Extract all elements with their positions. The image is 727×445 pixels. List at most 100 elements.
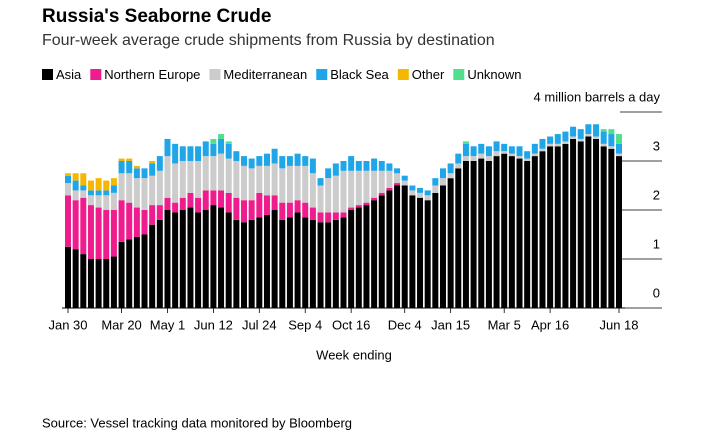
x-tick-label: Jun 12 (194, 317, 233, 332)
bar-segment (493, 141, 500, 152)
bar-segment (616, 156, 622, 308)
bar-segment (164, 156, 171, 198)
bar-segment (256, 217, 263, 308)
bar-segment (218, 190, 225, 208)
x-tick-label: Apr 16 (531, 317, 569, 332)
bar-segment (156, 170, 163, 206)
bar-segment (241, 165, 248, 201)
bar-segment (103, 190, 110, 196)
legend-swatch (209, 69, 221, 80)
bar-segment (279, 202, 286, 220)
bar-segment (585, 136, 592, 308)
bar-segment (202, 156, 209, 191)
y-tick-label: 1 (653, 236, 660, 251)
bar-segment (248, 200, 255, 220)
bar-segment (585, 134, 592, 137)
bar-segment (126, 239, 133, 308)
bar-segment (325, 222, 332, 308)
bar-segment (570, 126, 577, 137)
bar-segment (172, 143, 179, 164)
legend-swatch (397, 69, 409, 80)
bar-segment (110, 178, 117, 186)
bar-segment (531, 143, 538, 154)
bar-segment (87, 195, 94, 206)
bar-segment (355, 207, 362, 308)
bar-segment (593, 124, 600, 137)
bar-segment (409, 185, 416, 191)
bar-segment (256, 156, 263, 166)
bar-segment (462, 143, 469, 157)
bar-segment (309, 173, 316, 208)
bar-segment (554, 134, 561, 144)
bar-segment (286, 165, 293, 203)
bar-segment (348, 210, 355, 308)
bar-segment (179, 197, 186, 210)
bar-segment (294, 153, 301, 166)
bar-segment (501, 153, 508, 308)
bar-segment (470, 156, 477, 161)
bar-segment (218, 138, 225, 154)
bar-segment (577, 129, 584, 139)
bar-segment (478, 158, 485, 308)
bar-segment (317, 178, 324, 186)
bar-segment (225, 141, 232, 144)
bar-segment (294, 212, 301, 308)
x-tick-label: Sep 4 (288, 317, 322, 332)
bar-segment (516, 156, 523, 159)
bar-segment (118, 200, 125, 242)
bar-segment (233, 151, 240, 161)
bar-segment (141, 234, 148, 308)
bar-segment (524, 161, 531, 308)
bar-segment (516, 146, 523, 157)
bar-segment (187, 192, 194, 208)
bar-segment (87, 190, 94, 196)
bar-segment (286, 217, 293, 308)
bar-segment (179, 146, 186, 161)
bar-segment (432, 178, 439, 186)
bar-segment (394, 183, 401, 186)
bar-segment (80, 185, 87, 191)
bar-segment (133, 178, 140, 208)
bar-segment (608, 134, 615, 147)
bar-segment (309, 158, 316, 174)
bar-segment (72, 249, 79, 308)
bar-segment (340, 217, 347, 308)
bar-segment (409, 195, 416, 308)
x-tick-label: Jun 18 (599, 317, 638, 332)
bar-segment (133, 207, 140, 237)
bar-segment (263, 214, 270, 308)
bar-segment (210, 156, 217, 191)
bar-segment (218, 153, 225, 191)
bar-segment (218, 134, 225, 139)
bar-segment (378, 192, 385, 196)
bar-segment (317, 185, 324, 213)
legend-swatch (42, 69, 53, 80)
bar-segment (485, 156, 492, 161)
bar-segment (501, 143, 508, 152)
bar-segment (248, 219, 255, 308)
bar-segment (263, 195, 270, 215)
bar-segment (363, 205, 370, 308)
bar-segment (531, 153, 538, 157)
bar-segment (110, 192, 117, 210)
y-tick-label: 0 (653, 285, 660, 300)
bar-segment (600, 143, 607, 147)
bar-segment (455, 163, 462, 169)
bar-segment (80, 197, 87, 255)
bar-segment (187, 207, 194, 308)
chart-title: Russia's Seaborne Crude (42, 6, 271, 27)
bar-segment (317, 212, 324, 223)
bar-segment (432, 192, 439, 308)
bar-segment (493, 151, 500, 157)
bar-segment (87, 180, 94, 191)
bar-segment (195, 146, 202, 161)
bar-segment (608, 148, 615, 308)
bar-segment (110, 210, 117, 257)
bar-segment (118, 173, 125, 201)
bar-segment (225, 143, 232, 159)
bar-segment (340, 212, 347, 218)
bar-segment (386, 187, 393, 191)
bar-segment (363, 202, 370, 206)
bar-segment (401, 185, 408, 308)
bar-segment (164, 197, 171, 210)
